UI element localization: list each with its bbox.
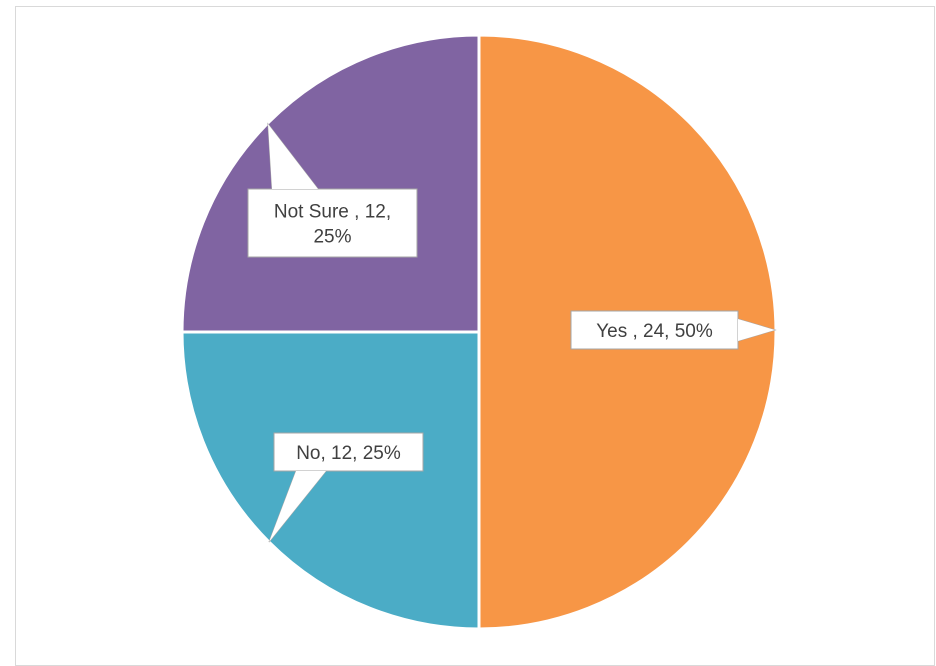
data-label-text: Yes , 24, 50% bbox=[596, 321, 713, 342]
data-label-not-sure: Not Sure , 12, 25% bbox=[247, 122, 418, 258]
callout-pointer-fill bbox=[268, 124, 318, 189]
callout-pointer-fill bbox=[738, 319, 775, 341]
data-label-yes: Yes , 24, 50% bbox=[570, 310, 777, 350]
callout-pointer-fill bbox=[269, 471, 326, 542]
data-label-no: No, 12, 25% bbox=[268, 432, 424, 543]
callout-box bbox=[247, 188, 418, 258]
data-label-text: 25% bbox=[313, 227, 351, 248]
data-label-text: No, 12, 25% bbox=[296, 443, 401, 464]
pie-slice-no bbox=[180, 330, 481, 631]
callout-box bbox=[273, 432, 424, 472]
pie-slice-not-sure bbox=[180, 33, 481, 334]
data-label-text: Not Sure , 12, bbox=[274, 202, 391, 223]
